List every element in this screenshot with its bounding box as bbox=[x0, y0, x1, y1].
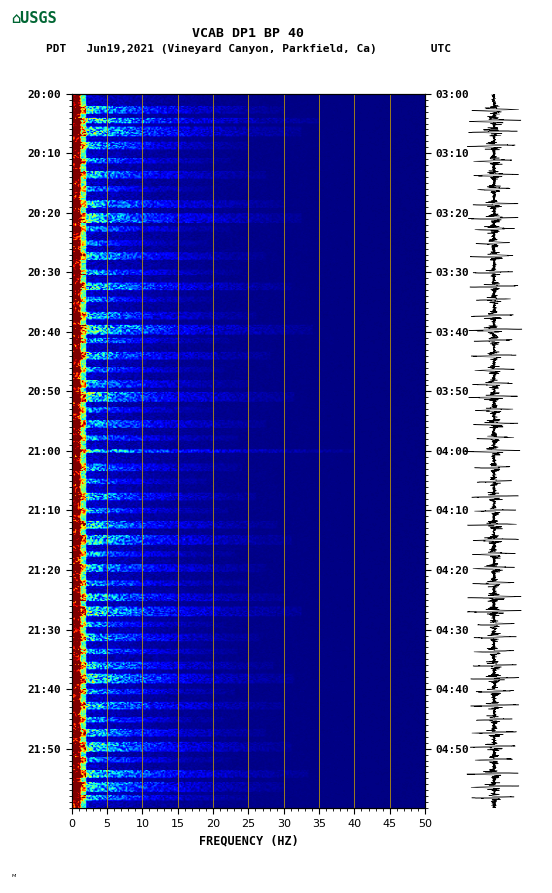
Text: VCAB DP1 BP 40: VCAB DP1 BP 40 bbox=[193, 27, 304, 40]
Text: PDT   Jun19,2021 (Vineyard Canyon, Parkfield, Ca)        UTC: PDT Jun19,2021 (Vineyard Canyon, Parkfie… bbox=[46, 44, 451, 54]
Text: ᴹ: ᴹ bbox=[11, 873, 15, 882]
X-axis label: FREQUENCY (HZ): FREQUENCY (HZ) bbox=[199, 834, 298, 847]
Text: ⌂USGS: ⌂USGS bbox=[11, 11, 57, 26]
